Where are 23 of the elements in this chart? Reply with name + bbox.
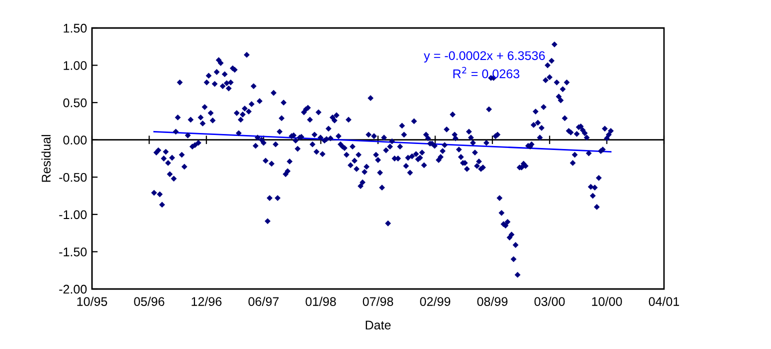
annotation: y = -0.0002x + 6.3536	[424, 51, 545, 63]
y-tick-label: -1.00	[59, 210, 87, 220]
y-tick-label: -2.00	[59, 284, 87, 294]
y-tick-label: -1.50	[59, 248, 87, 256]
x-tick-label: 03/00	[534, 296, 565, 306]
x-tick-label: 12/96	[192, 296, 222, 306]
y-tick-label: 0.50	[63, 98, 87, 108]
x-tick-label: 01/98	[306, 296, 336, 306]
y-tick-label: 1.50	[64, 24, 87, 33]
y-tick-label: 1.00	[64, 61, 87, 70]
x-tick-label: 02/99	[420, 296, 450, 306]
x-tick-label: 06/97	[248, 296, 279, 306]
x-tick-label: 05/96	[134, 296, 164, 306]
x-axis-title: Date	[366, 320, 391, 330]
x-tick-label: 08/99	[477, 296, 508, 306]
y-axis-title: Residual	[41, 135, 51, 182]
annotation: R$^{2}$ = 0.0263	[453, 66, 520, 78]
y-tick-label: 0.00	[63, 136, 87, 145]
x-tick-label: 10/95	[77, 296, 108, 306]
x-tick-label: 07/98	[362, 296, 394, 306]
x-tick-label: 04/01	[648, 296, 680, 306]
y-tick-label: -0.50	[59, 172, 87, 182]
x-tick-label: 10/00	[592, 296, 622, 306]
